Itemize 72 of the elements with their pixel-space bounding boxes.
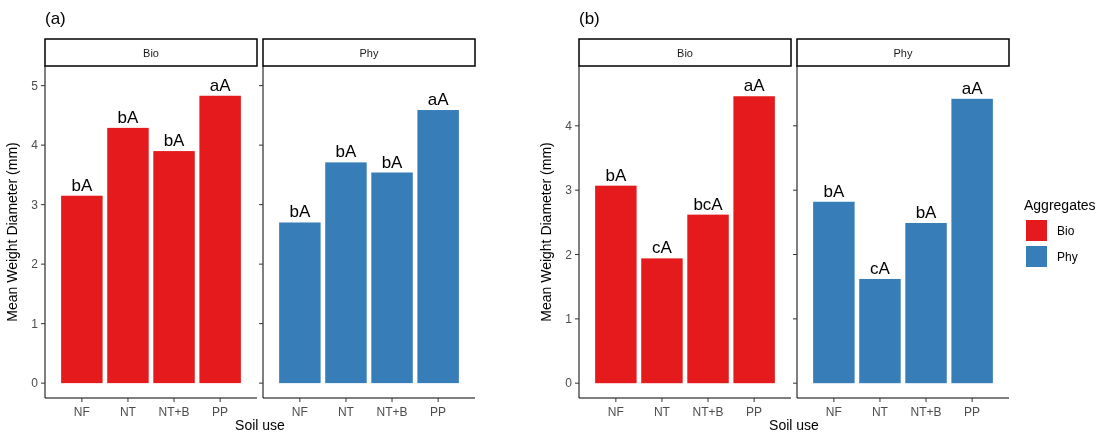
- x-tick-label: NT+B: [692, 405, 724, 419]
- y-tick-label: 2: [31, 257, 39, 272]
- x-tick-label: PP: [430, 405, 447, 419]
- bar: [733, 96, 775, 384]
- bar: [153, 151, 195, 384]
- y-tick-label: 3: [31, 197, 39, 212]
- data-label: bcA: [693, 194, 724, 214]
- chart-subtitle: Bio: [143, 47, 159, 59]
- x-tick-label: NF: [825, 405, 842, 419]
- x-axis-title: Soil use: [769, 417, 820, 433]
- x-tick-label: PP: [746, 405, 763, 419]
- data-label: aA: [961, 78, 984, 98]
- bar: [279, 222, 321, 384]
- chart-subtitle: Phy: [359, 47, 379, 59]
- chart-title: (a): [45, 9, 66, 28]
- x-tick-label: NF: [73, 405, 90, 419]
- x-tick-label: NT: [337, 405, 355, 419]
- bar: [325, 162, 367, 384]
- bar: [199, 95, 241, 384]
- x-tick-label: NT+B: [376, 405, 408, 419]
- data-label: aA: [427, 90, 450, 110]
- y-axis-title: Mean Weight Diameter (mm): [4, 142, 20, 322]
- y-tick-label: 2: [565, 247, 573, 262]
- y-tick-label: 0: [565, 376, 573, 391]
- bar: [107, 127, 149, 384]
- data-label: aA: [209, 75, 232, 95]
- data-label: bA: [335, 142, 358, 162]
- x-tick-label: NF: [291, 405, 308, 419]
- chart-subtitle: Bio: [677, 47, 693, 59]
- bar: [61, 195, 103, 384]
- data-label: bA: [163, 131, 186, 151]
- chart-title: (b): [579, 9, 600, 28]
- bar: [951, 98, 993, 384]
- bar: [417, 110, 459, 384]
- y-tick-label: 4: [31, 138, 39, 153]
- y-tick-label: 5: [31, 78, 39, 93]
- data-label: bA: [117, 107, 140, 127]
- legend-label: Bio: [1057, 224, 1075, 238]
- legend-title: Aggregates: [1024, 197, 1096, 213]
- y-tick-label: 4: [565, 118, 573, 133]
- bar: [595, 185, 637, 384]
- legend-label: Phy: [1057, 250, 1078, 264]
- bar: [641, 258, 683, 384]
- x-axis-title: Soil use: [235, 417, 286, 433]
- y-tick-label: 0: [31, 376, 39, 391]
- data-label: bA: [605, 165, 627, 185]
- x-tick-label: PP: [212, 405, 229, 419]
- bar: [371, 172, 413, 384]
- data-label: bA: [915, 202, 938, 222]
- x-tick-label: NT: [871, 405, 889, 419]
- data-label: bA: [823, 181, 845, 201]
- data-label: cA: [870, 258, 891, 278]
- x-tick-label: NT: [119, 405, 137, 419]
- x-tick-label: NT: [653, 405, 671, 419]
- x-tick-label: NT+B: [158, 405, 190, 419]
- x-tick-label: NT+B: [910, 405, 942, 419]
- y-tick-label: 3: [565, 183, 573, 198]
- data-label: bA: [381, 152, 404, 172]
- chart-subtitle: Phy: [893, 47, 913, 59]
- data-label: cA: [652, 238, 673, 258]
- x-tick-label: NF: [607, 405, 624, 419]
- y-tick-label: 1: [31, 316, 39, 331]
- bar: [687, 214, 729, 384]
- x-tick-label: PP: [964, 405, 981, 419]
- data-label: bA: [289, 202, 311, 222]
- bar: [859, 278, 901, 384]
- bar: [905, 222, 947, 384]
- y-axis-title: Mean Weight Diameter (mm): [538, 142, 554, 322]
- y-tick-label: 1: [565, 311, 573, 326]
- data-label: bA: [71, 175, 93, 195]
- data-label: aA: [743, 76, 766, 96]
- bar: [813, 201, 855, 384]
